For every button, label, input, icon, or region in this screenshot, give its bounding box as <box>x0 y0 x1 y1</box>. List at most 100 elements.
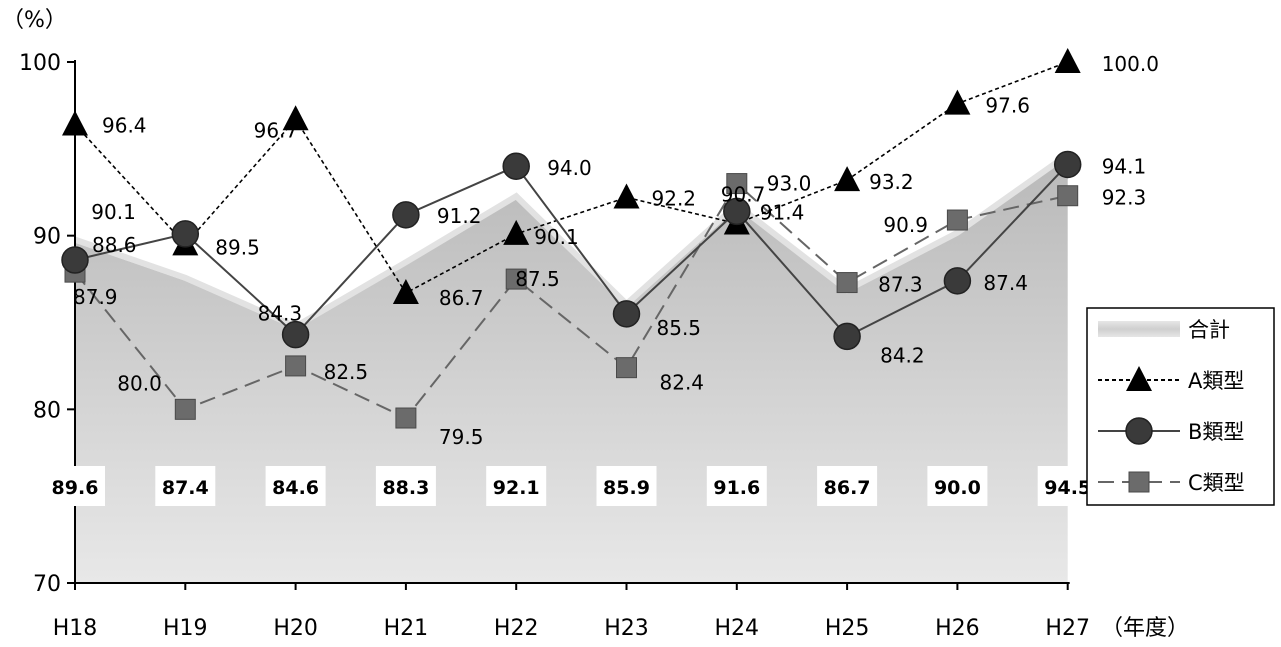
series-b-marker-H21 <box>392 201 420 229</box>
series-b-marker-H26 <box>943 267 972 295</box>
x-axis-unit-label: （年度） <box>1101 616 1189 641</box>
series-b-marker-H20 <box>281 320 310 349</box>
legend: 合計 A類型 B類型 C類型 <box>1086 307 1275 506</box>
series-b-marker-H19 <box>171 220 200 248</box>
total-labels: 89.6 87.4 84.6 88.3 92.1 85.9 91.6 86.7 90.0 94.5 <box>45 466 1098 506</box>
series-a-label-H24: 90.7 <box>721 183 766 207</box>
series-c-label-H26: 90.9 <box>883 213 928 237</box>
total-label-H27: 94.5 <box>1044 477 1091 499</box>
series-c-label-H22: 87.5 <box>515 267 560 291</box>
series-a-marker-H25 <box>834 166 861 192</box>
total-label-H22: 92.1 <box>493 477 540 499</box>
series-c-marker-H27 <box>1057 185 1079 207</box>
total-label-box-H24 <box>706 466 767 506</box>
series-a-marker-H27 <box>1054 48 1081 73</box>
legend-label-b: B類型 <box>1188 420 1244 444</box>
legend-marker-b <box>1125 417 1153 445</box>
series-c-label-H27: 92.3 <box>1102 186 1147 210</box>
series-c-label-H20: 82.5 <box>324 360 369 384</box>
series-lines <box>61 48 1082 429</box>
y-tick-label-70: 70 <box>33 572 61 597</box>
series-b-marker-H27 <box>1053 150 1082 179</box>
series-a-label-H18: 96.4 <box>102 114 147 138</box>
series-a-label-H25: 93.2 <box>869 170 914 194</box>
series-c-marker-H23 <box>616 357 637 379</box>
series-a-marker-H22 <box>503 219 530 245</box>
legend-label-a: A類型 <box>1188 369 1244 393</box>
total-label-box-H23 <box>596 466 657 506</box>
total-label-box-H20 <box>265 466 326 506</box>
series-a-label-H23: 92.2 <box>652 186 697 210</box>
series-b-marker-H18 <box>61 246 89 274</box>
data-labels: 96.4 89.5 96.7 86.7 90.1 92.2 90.7 93.2 97.6 100.… <box>73 52 1159 449</box>
series-a-marker-H26 <box>944 89 971 115</box>
series-b-marker-H24 <box>723 197 751 226</box>
series-b <box>61 150 1082 351</box>
total-label-H24: 91.6 <box>713 477 760 499</box>
total-label-box-H25 <box>817 466 878 506</box>
series-b-marker-H23 <box>612 300 641 328</box>
total-label-box-H26 <box>927 466 988 506</box>
series-b-label-H25: 84.2 <box>880 343 925 367</box>
series-a-label-H21: 86.7 <box>439 286 484 310</box>
series-b-label-H24: 91.4 <box>760 200 805 224</box>
series-b-label-H18: 88.6 <box>92 233 137 257</box>
x-tick-label-H21: H21 <box>384 616 429 641</box>
series-a-label-H26: 97.6 <box>985 94 1030 118</box>
series-a-marker-H18 <box>62 110 88 136</box>
y-axis-unit-label: （%） <box>2 8 67 33</box>
x-tick-label-H18: H18 <box>53 616 98 641</box>
series-c-label-H21: 79.5 <box>439 425 484 449</box>
x-tick-label-H26: H26 <box>935 616 980 641</box>
series-a-label-H20: 96.7 <box>254 118 299 142</box>
y-tick-label-100: 100 <box>19 51 61 76</box>
x-tick-label-H20: H20 <box>273 616 318 641</box>
series-c-label-H25: 87.3 <box>878 273 923 297</box>
series-b-label-H21: 91.2 <box>437 204 482 228</box>
series-c-marker-H25 <box>836 272 858 294</box>
total-label-box-H18 <box>45 466 105 506</box>
series-a-label-H27: 100.0 <box>1102 52 1159 76</box>
series-c-line <box>74 182 1068 420</box>
legend-label-total: 合計 <box>1188 318 1230 342</box>
y-tick-label-80: 80 <box>33 398 61 423</box>
series-a-marker-H20 <box>282 105 309 131</box>
series-c-label-H18: 87.9 <box>73 285 118 309</box>
series-c-marker-H22 <box>505 268 527 290</box>
series-a-label-H22: 90.1 <box>534 225 579 249</box>
series-c-marker-H26 <box>946 209 968 231</box>
total-label-H20: 84.6 <box>272 477 319 499</box>
series-b-label-H22: 94.0 <box>547 156 592 180</box>
series-a-line <box>74 61 1068 295</box>
total-label-H19: 87.4 <box>162 477 209 499</box>
legend-box <box>1086 307 1275 506</box>
total-label-H23: 85.9 <box>603 477 650 499</box>
total-label-H26: 90.0 <box>934 477 981 499</box>
total-label-H25: 86.7 <box>824 477 871 499</box>
total-area-edge <box>74 152 1070 330</box>
x-tick-label-H22: H22 <box>494 616 539 641</box>
series-c-marker-H21 <box>395 407 417 429</box>
x-tick-label-H24: H24 <box>715 616 760 641</box>
series-c-marker-H19 <box>174 398 196 420</box>
series-b-label-H20: 84.3 <box>258 302 303 326</box>
y-tick-label-90: 90 <box>33 225 61 250</box>
series-b-label-H19: 90.1 <box>91 200 136 224</box>
series-b-marker-H22 <box>502 152 530 180</box>
legend-label-c: C類型 <box>1188 471 1245 495</box>
series-b-marker-H25 <box>833 322 861 351</box>
series-c-marker-H24 <box>726 173 748 195</box>
series-a-label-H19: 89.5 <box>215 235 260 259</box>
series-b-line <box>74 163 1069 338</box>
series-a-marker-H23 <box>613 183 640 209</box>
x-tick-label-H23: H23 <box>604 616 649 641</box>
series-a-marker-H21 <box>392 278 419 304</box>
total-label-box-H22 <box>486 466 547 506</box>
series-c-label-H19: 80.0 <box>117 371 162 395</box>
axes: 70 80 90 100 H18 H19 H20 H21 H22 H23 H24 H25 H26 H27 <box>19 51 1090 641</box>
series-b-label-H23: 85.5 <box>657 316 702 340</box>
series-c-label-H24: 93.0 <box>767 172 812 196</box>
legend-swatch-total <box>1098 321 1180 337</box>
series-b-label-H27: 94.1 <box>1102 154 1147 178</box>
